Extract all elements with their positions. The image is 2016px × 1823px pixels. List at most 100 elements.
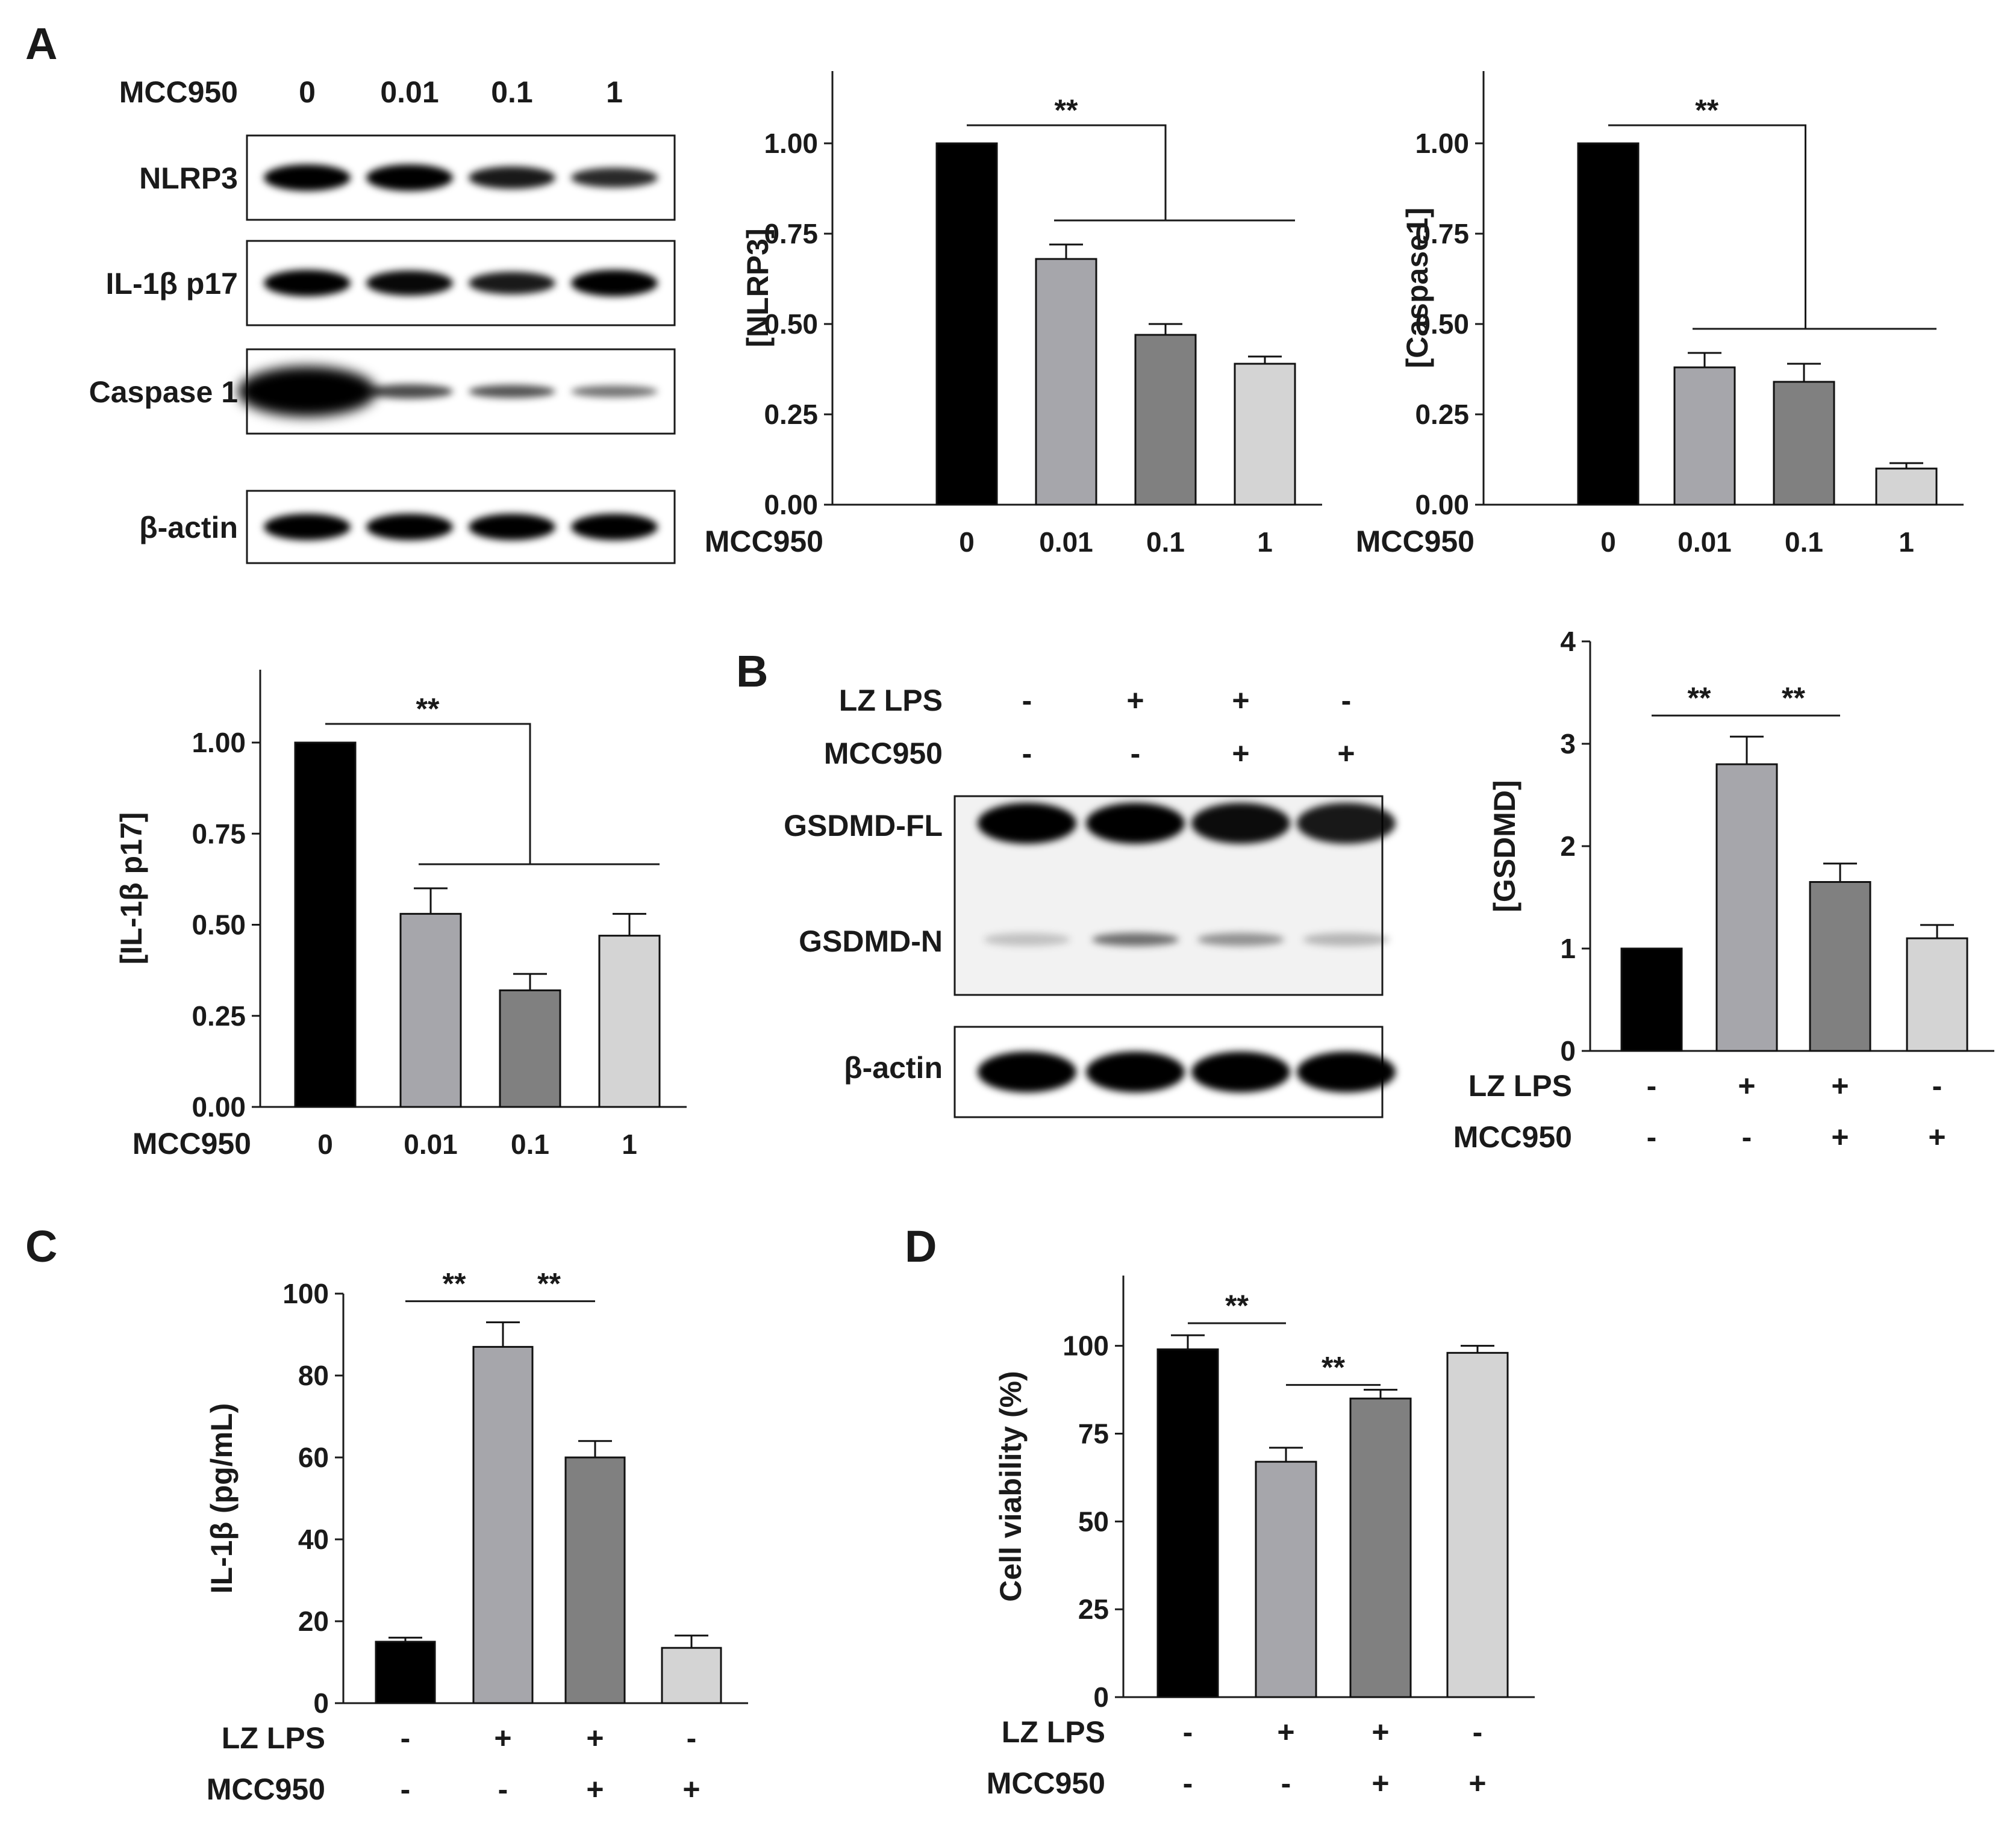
significance-bracket <box>967 124 1167 220</box>
blot-a-band-label: β-actin <box>139 511 238 544</box>
blot-b-sign: + <box>1337 737 1355 770</box>
x-sign-label: + <box>1738 1069 1755 1103</box>
chart-il1b_p17: 0.00 0.25 0.50 0.75 1.00 [IL-1β p17] MCC950 0 0.… <box>114 670 687 1161</box>
y-tick-label: 75 <box>1078 1418 1109 1450</box>
blot-b-band-label: GSDMD-N <box>799 924 943 958</box>
y-tick-label: 50 <box>1078 1506 1109 1537</box>
y-tick-label: 1.00 <box>192 727 246 758</box>
y-tick-label: 60 <box>298 1442 329 1473</box>
blot-a-band <box>366 514 453 540</box>
x-sign-label: - <box>498 1772 508 1806</box>
bar <box>294 741 357 1108</box>
bar <box>1875 467 1938 506</box>
y-tick-label: 80 <box>298 1360 329 1391</box>
blot-b-row-title: LZ LPS <box>839 684 943 717</box>
row-label-lz-lps: LZ LPS <box>1468 1069 1572 1103</box>
significance-label: ** <box>1322 1351 1345 1385</box>
western-blot-b: LZ LPS MCC950 - + + - - - + + GSDMD-FL GSDMD-N β-act… <box>784 684 1396 1118</box>
x-sign-label: - <box>1932 1069 1943 1103</box>
y-tick-label: 3 <box>1560 728 1576 759</box>
x-tick-label: 0 <box>959 526 975 558</box>
blot-b-sign: - <box>1022 684 1032 717</box>
blot-b-band <box>1297 1052 1396 1092</box>
bar <box>1906 937 1968 1052</box>
y-axis-label: [Caspase1] <box>1400 208 1434 369</box>
x-tick-label: 0 <box>317 1129 333 1160</box>
y-tick-label: 2 <box>1560 830 1576 862</box>
y-tick-label: 0.00 <box>192 1091 246 1123</box>
blot-b-band-label: GSDMD-FL <box>784 809 943 843</box>
chart-viability: 0 25 50 75 100 Cell viability (%) LZ LPS MCC950… <box>987 1276 1535 1800</box>
x-tick-label: 1 <box>1899 526 1914 558</box>
x-sign-label: + <box>1372 1715 1389 1749</box>
blot-a-band-row: Caspase 1 <box>89 348 676 435</box>
blot-b-band <box>1297 803 1396 844</box>
bar <box>1446 1351 1509 1698</box>
y-tick-label: 100 <box>282 1278 329 1309</box>
bar <box>472 1345 534 1704</box>
blot-a-band-label: IL-1β p17 <box>106 267 238 301</box>
x-sign-label: - <box>1742 1120 1752 1154</box>
x-tick-label: 1 <box>622 1129 637 1160</box>
blot-a-band <box>469 272 555 294</box>
blot-b-sign: - <box>1341 684 1352 717</box>
bar <box>399 912 462 1108</box>
blot-a-dose-label: 1 <box>606 75 623 109</box>
blot-a-band <box>469 385 555 398</box>
blot-a-band-row: NLRP3 <box>139 134 676 221</box>
blot-b-row-title: MCC950 <box>824 737 943 770</box>
x-sign-label: + <box>586 1772 604 1806</box>
blot-b-membrane-actin: β-actin <box>844 1026 1396 1118</box>
y-tick-label: 0.25 <box>1415 399 1469 430</box>
blot-b-band <box>1086 1052 1185 1092</box>
y-tick-label: 0.25 <box>764 399 818 430</box>
row-label-mcc950: MCC950 <box>207 1772 325 1806</box>
x-tick-label: 0.01 <box>1677 526 1732 558</box>
y-tick-label: 0.00 <box>1415 489 1469 520</box>
y-tick-label: 0 <box>1560 1035 1576 1067</box>
bar <box>1673 366 1736 506</box>
bar <box>1134 334 1197 506</box>
x-sign-label: - <box>401 1721 411 1755</box>
blot-a-dose-label: 0 <box>299 75 316 109</box>
blot-a-band <box>469 166 555 189</box>
blot-a-band <box>238 366 376 417</box>
blot-b-sign: - <box>1131 737 1141 770</box>
y-tick-label: 100 <box>1063 1330 1109 1362</box>
significance-label: ** <box>1225 1289 1249 1323</box>
blot-b-band <box>1191 803 1290 844</box>
blot-a-dose-label: 0.01 <box>380 75 438 109</box>
blot-a-band-row: β-actin <box>139 490 676 564</box>
panel-label-d: D <box>905 1221 937 1271</box>
x-sign-label: - <box>1281 1766 1291 1800</box>
significance-label: ** <box>537 1267 561 1301</box>
blot-b-band <box>978 803 1076 844</box>
blot-b-band <box>1303 933 1390 946</box>
x-tick-label: 1 <box>1257 526 1273 558</box>
blot-b-band <box>984 933 1070 946</box>
blot-a-band-row: IL-1β p17 <box>106 240 676 326</box>
y-tick-label: 0.50 <box>764 308 818 340</box>
x-sign-label: - <box>1473 1715 1483 1749</box>
bar <box>375 1641 436 1704</box>
bar <box>598 935 661 1108</box>
x-tick-label: 0 <box>1600 526 1616 558</box>
chart-nlrp3: 0.00 0.25 0.50 0.75 1.00 [NLRP3] MCC950 0 0.01 0.… <box>705 71 1322 558</box>
significance-label: ** <box>1782 681 1805 715</box>
x-sign-label: - <box>1647 1069 1657 1103</box>
y-axis-label: [GSDMD] <box>1488 780 1521 912</box>
x-sign-label: + <box>494 1721 511 1755</box>
blot-a-band-label: Caspase 1 <box>89 375 238 409</box>
bar <box>564 1456 626 1704</box>
y-tick-label: 4 <box>1560 626 1576 657</box>
chart-il1b_elisa: 0 20 40 60 80 100 IL-1β (pg/mL) LZ LPS MCC950 - + +… <box>205 1267 748 1806</box>
bar <box>1620 947 1683 1052</box>
blot-b-band <box>1197 933 1284 946</box>
x-sign-label: + <box>1277 1715 1294 1749</box>
y-tick-label: 0.25 <box>192 1000 246 1032</box>
y-tick-label: 20 <box>298 1606 329 1637</box>
x-axis-label: MCC950 <box>133 1127 251 1161</box>
y-axis-label: [NLRP3] <box>741 228 775 347</box>
x-sign-label: - <box>687 1721 697 1755</box>
